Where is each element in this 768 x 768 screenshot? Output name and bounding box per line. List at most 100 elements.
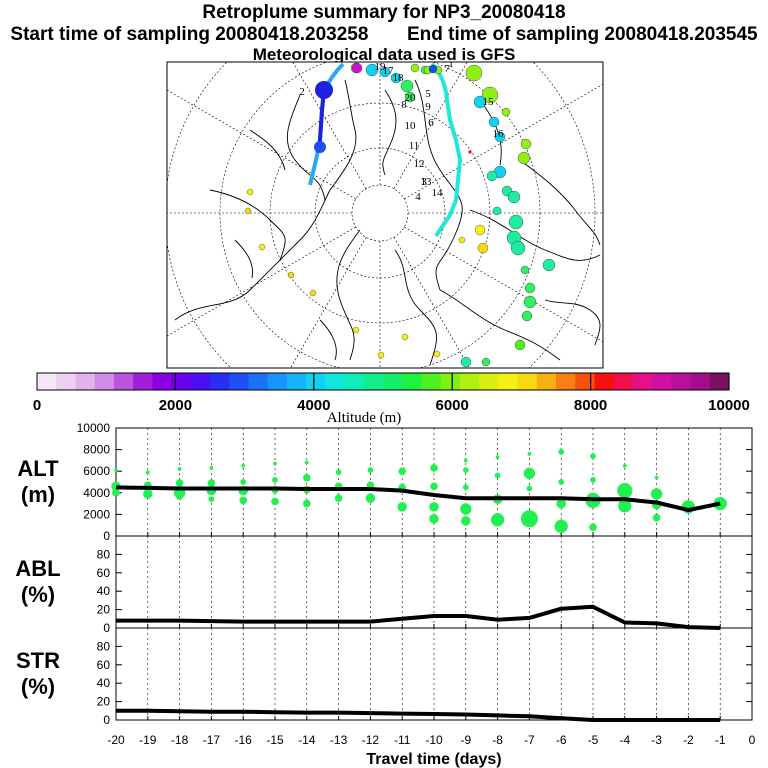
coastline [336, 229, 361, 361]
panel-ylabel: (m) [21, 482, 55, 507]
particle-cluster [244, 207, 252, 215]
panel-alt: 0 2000 4000 6000 8000 10000 ALT(m) [17, 421, 753, 543]
data-point [554, 519, 568, 533]
data-point [590, 476, 596, 483]
data-point [650, 488, 663, 500]
y-tick-label: 60 [97, 566, 111, 580]
colorbar-cell [690, 373, 711, 390]
day-label: 12 [414, 158, 425, 170]
day-label: 16 [493, 128, 505, 140]
particle-cluster [481, 357, 491, 367]
particle-cluster [379, 66, 391, 78]
day-label: 19 [375, 61, 387, 73]
particle-cluster [508, 214, 524, 230]
day-label: 14 [432, 187, 444, 199]
coastline [414, 79, 463, 291]
y-tick-label: 40 [97, 676, 111, 690]
data-point [526, 485, 533, 492]
colorbar-cell [37, 373, 57, 390]
x-tick-label: -10 [425, 733, 443, 747]
y-tick-label: 0 [103, 621, 110, 635]
x-tick-label: -16 [235, 733, 253, 747]
colorbar-cell [498, 373, 519, 390]
y-tick-label: 80 [97, 547, 111, 561]
particle-cluster [377, 351, 385, 359]
y-tick-label: 2000 [83, 507, 110, 521]
x-tick-label: -14 [298, 733, 316, 747]
y-tick-label: 60 [97, 658, 111, 672]
day-label: 9 [425, 101, 431, 113]
coastline [519, 159, 601, 246]
particle-cluster [521, 310, 533, 322]
particle-cluster [458, 236, 466, 244]
particle-cluster [351, 62, 363, 74]
colorbar-cell [344, 373, 365, 390]
particle-cluster [488, 116, 500, 128]
day-label: 11 [409, 140, 420, 152]
colorbar-cell [286, 373, 307, 390]
colorbar-tick-label: 10000 [708, 397, 750, 414]
x-tick-label: -18 [171, 733, 189, 747]
y-tick-label: 10000 [77, 421, 111, 435]
data-point [114, 468, 118, 473]
colorbar-cell [133, 373, 153, 390]
y-tick-label: 20 [97, 695, 111, 709]
lat-lon-grid [167, 62, 603, 368]
y-tick-label: 0 [103, 713, 110, 727]
particle-cluster [246, 188, 254, 196]
colorbar-cell [75, 373, 96, 390]
data-point [175, 479, 184, 487]
coastlines [174, 79, 601, 366]
data-point [335, 469, 342, 476]
chart-title: Retroplume summary for NP3_20080418 [202, 2, 566, 23]
data-point [463, 458, 468, 463]
y-tick-label: 8000 [83, 443, 110, 457]
x-tick-label: -12 [362, 733, 380, 747]
met-data-label: Meteorological data used is GFS [252, 45, 516, 64]
colorbar-tick-label: 0 [33, 397, 41, 414]
colorbar-cell [267, 373, 288, 390]
sampling-times: Start time of sampling 20080418.203258 E… [0, 24, 768, 46]
x-tick-label: -5 [588, 733, 599, 747]
data-point [334, 494, 343, 503]
colorbar-cell [652, 373, 672, 390]
colorbar-cell [152, 373, 173, 390]
day-label: 7 [444, 63, 450, 75]
colorbar-cell [440, 373, 461, 390]
particle-cluster [465, 64, 483, 82]
series-line [115, 485, 721, 513]
data-point [462, 484, 469, 491]
particle-cluster [410, 63, 420, 73]
data-point [271, 497, 279, 506]
day-label: 5 [425, 88, 431, 100]
day-label: 1 [448, 58, 454, 70]
coastline [329, 79, 357, 191]
coastline [209, 189, 286, 261]
x-tick-label: -7 [524, 733, 535, 747]
data-point [617, 483, 633, 499]
particle-cluster [400, 79, 414, 93]
particle-cluster [258, 243, 266, 251]
data-point [520, 510, 538, 528]
colorbar-cell [613, 373, 634, 390]
data-point [523, 467, 536, 480]
colorbar-cell [517, 373, 538, 390]
data-point [397, 502, 407, 512]
data-point [527, 452, 532, 456]
colorbar-cell [594, 373, 615, 390]
colorbar-cell [383, 373, 403, 390]
colorbar-cell [325, 373, 346, 390]
x-tick-label: -9 [460, 733, 471, 747]
colorbar-cell [363, 373, 384, 390]
data-point [303, 473, 311, 482]
particle-cluster [517, 151, 531, 165]
data-point [209, 466, 214, 470]
coastline [249, 129, 286, 171]
particle-cluster [390, 72, 402, 84]
y-tick-label: 6000 [83, 464, 110, 478]
x-tick-label: -17 [203, 733, 221, 747]
data-point [618, 499, 632, 513]
coastline [174, 189, 331, 321]
